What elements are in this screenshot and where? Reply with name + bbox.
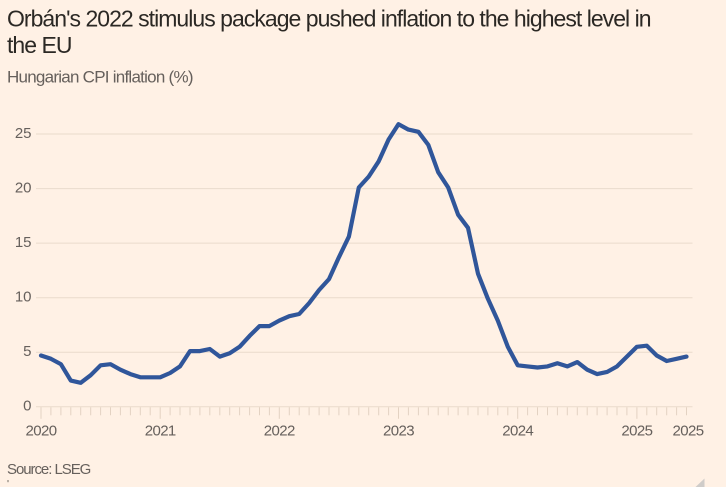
svg-text:10: 10	[15, 289, 32, 306]
svg-text:0: 0	[23, 398, 31, 415]
svg-text:2021: 2021	[145, 423, 176, 440]
svg-text:the EU: the EU	[7, 32, 72, 58]
svg-text:2020: 2020	[26, 423, 57, 440]
svg-text:25: 25	[15, 125, 32, 142]
svg-text:Hungarian CPI inflation (%): Hungarian CPI inflation (%)	[7, 68, 193, 87]
svg-text:2025: 2025	[673, 423, 704, 440]
svg-text:2024: 2024	[502, 423, 533, 440]
svg-text:2025: 2025	[621, 423, 652, 440]
svg-text:Source: LSEG: Source: LSEG	[7, 461, 91, 478]
svg-text:20: 20	[15, 179, 32, 196]
svg-text:2023: 2023	[383, 423, 414, 440]
svg-text:Orbán's 2022 stimulus package: Orbán's 2022 stimulus package pushed inf…	[7, 6, 651, 32]
svg-text:5: 5	[23, 343, 31, 360]
svg-text:2022: 2022	[264, 423, 295, 440]
svg-text:15: 15	[15, 234, 32, 251]
